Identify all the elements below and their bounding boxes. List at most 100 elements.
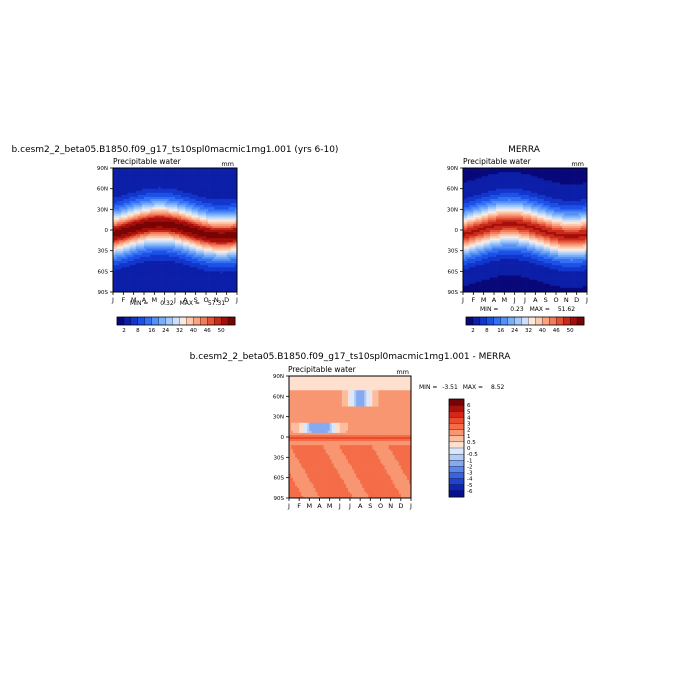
heatmap-cell <box>158 215 161 218</box>
heatmap-cell <box>491 199 495 202</box>
heatmap-cell <box>152 234 155 237</box>
heatmap-cell <box>117 242 120 245</box>
heatmap-cell <box>479 238 482 241</box>
heatmap-cell <box>146 244 149 247</box>
heatmap-cell <box>465 277 468 280</box>
heatmap-cell <box>502 188 505 192</box>
heatmap-cell <box>463 234 466 237</box>
heatmap-cell <box>197 205 201 208</box>
heatmap-cell <box>175 289 178 293</box>
heatmap-cell <box>152 170 155 173</box>
heatmap-cell <box>195 211 199 214</box>
heatmap-cell <box>485 223 489 227</box>
heatmap-cell <box>139 219 143 223</box>
heatmap-cell <box>216 203 219 206</box>
heatmap-cell <box>203 201 207 204</box>
heatmap-cell <box>139 273 143 276</box>
heatmap-cell <box>471 261 474 264</box>
heatmap-cell <box>481 254 485 258</box>
heatmap-cell <box>199 188 203 192</box>
heatmap-cell <box>189 273 192 276</box>
heatmap-cell <box>152 263 155 266</box>
heatmap-cell <box>489 201 493 204</box>
heatmap-cell <box>135 283 139 287</box>
heatmap-cell <box>467 273 470 276</box>
heatmap-cell <box>212 248 215 252</box>
heatmap-cell <box>483 217 487 221</box>
heatmap-cell <box>193 254 197 258</box>
heatmap-cell <box>481 180 485 183</box>
heatmap-cell <box>135 170 139 173</box>
heatmap-cell <box>500 221 503 225</box>
heatmap-cell <box>481 215 485 218</box>
heatmap-cell <box>201 238 205 241</box>
heatmap-cell <box>156 168 159 171</box>
heatmap-cell <box>197 258 201 262</box>
heatmap-cell <box>504 244 507 247</box>
heatmap-cell <box>119 240 122 243</box>
heatmap-cell <box>146 271 149 274</box>
heatmap-cell <box>193 186 197 190</box>
heatmap-cell <box>189 267 192 270</box>
heatmap-cell <box>115 232 118 235</box>
heatmap-cell <box>160 283 163 287</box>
heatmap-cell <box>131 170 135 173</box>
heatmap-cell <box>152 246 155 249</box>
heatmap-cell <box>133 275 137 278</box>
heatmap-cell <box>195 201 199 204</box>
heatmap-cell <box>158 219 161 223</box>
heatmap-cell <box>156 281 159 285</box>
heatmap-cell <box>179 258 182 262</box>
heatmap-cell <box>232 217 236 221</box>
heatmap-cell <box>208 254 211 258</box>
heatmap-cell <box>214 285 217 289</box>
heatmap-cell <box>123 273 126 276</box>
heatmap-cell <box>117 283 120 287</box>
heatmap-cell <box>199 267 203 270</box>
heatmap-cell <box>133 176 137 179</box>
heatmap-cell <box>127 279 130 283</box>
heatmap-cell <box>119 250 122 254</box>
heatmap-cell <box>129 248 132 252</box>
heatmap-cell <box>179 170 182 173</box>
heatmap-cell <box>226 203 230 206</box>
heatmap-cell <box>113 244 116 247</box>
heatmap-cell <box>491 250 495 254</box>
heatmap-cell <box>485 178 489 181</box>
heatmap-cell <box>117 215 120 218</box>
heatmap-cell <box>154 263 157 266</box>
heatmap-cell <box>144 238 147 241</box>
heatmap-cell <box>166 199 170 202</box>
heatmap-cell <box>224 178 228 181</box>
heatmap-cell <box>170 281 174 285</box>
heatmap-cell <box>139 250 143 254</box>
heatmap-cell <box>191 168 194 171</box>
heatmap-cell <box>148 277 151 280</box>
heatmap-cell <box>135 223 139 227</box>
heatmap-cell <box>483 289 487 293</box>
heatmap-cell <box>187 234 190 237</box>
x-tick-label: M <box>131 296 137 304</box>
heatmap-cell <box>197 234 201 237</box>
heatmap-cell <box>494 225 497 229</box>
heatmap-cell <box>216 223 219 227</box>
heatmap-cell <box>469 221 472 225</box>
heatmap-cell <box>189 192 192 196</box>
heatmap-cell <box>148 261 151 264</box>
heatmap-cell <box>113 196 116 200</box>
heatmap-cell <box>230 205 234 208</box>
heatmap-cell <box>193 225 197 229</box>
heatmap-cell <box>162 194 166 198</box>
heatmap-cell <box>201 285 205 289</box>
heatmap-cell <box>197 186 201 190</box>
colorbar-label: 40 <box>190 328 197 334</box>
heatmap-cell <box>179 225 182 229</box>
heatmap-cell <box>115 225 118 229</box>
heatmap-cell <box>121 170 124 173</box>
heatmap-cell <box>224 186 228 190</box>
heatmap-cell <box>189 244 192 247</box>
heatmap-cell <box>144 256 147 260</box>
heatmap-cell <box>162 273 166 276</box>
heatmap-cell <box>148 289 151 293</box>
heatmap-cell <box>154 289 157 293</box>
